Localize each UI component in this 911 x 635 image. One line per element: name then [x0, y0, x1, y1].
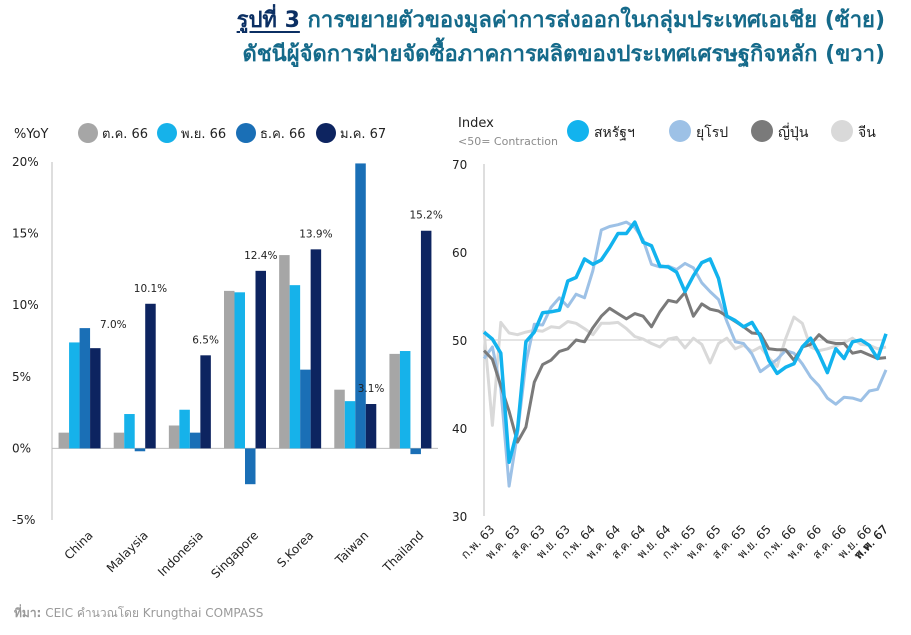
bar-legend-swatch — [157, 123, 177, 143]
bar-legend-swatch — [78, 123, 98, 143]
bar-s-korea-series-0 — [279, 255, 290, 449]
line-series-1 — [482, 220, 888, 465]
bar-category-label: Singapore — [208, 528, 261, 581]
bar-indonesia-series-3 — [200, 355, 211, 449]
bar-thailand-series-0 — [389, 353, 400, 449]
bar-taiwan-series-0 — [334, 389, 345, 449]
bar-taiwan-series-1 — [344, 401, 356, 449]
bar-thailand-series-2 — [410, 448, 421, 455]
chart-title-line-1: รูปที่ 3 การขยายตัวของมูลค่าการส่งออกในก… — [237, 6, 885, 36]
bar-legend-label: ธ.ค. 66 — [260, 127, 306, 142]
line-y-axis-label: Index — [458, 116, 494, 131]
line-y-tick-label: 50 — [452, 334, 467, 348]
bar-y-tick-label: -5% — [12, 513, 35, 527]
bar-thailand-series-3 — [420, 230, 432, 449]
source-lead: ที่มา: — [14, 606, 42, 620]
bar-legend-label: พ.ย. 66 — [181, 127, 226, 142]
bar-category-label: Taiwan — [332, 528, 371, 567]
pmi-line-chart: 30 40 50 60 70 Index <50= Contraction สหรัฐฯ ยุโ… — [452, 116, 891, 562]
line-series-2 — [482, 220, 888, 488]
chart-title-line-2: ดัชนีผู้จัดการฝ่ายจัดซื้อภาคการผลิตของปร… — [242, 42, 885, 67]
bar-s-korea-series-3 — [310, 249, 322, 449]
bar-china-series-2 — [79, 328, 91, 449]
bar-y-tick-label: 0% — [12, 441, 31, 455]
bar-category-label: Thailand — [379, 528, 426, 575]
bar-data-label: 7.0% — [100, 319, 127, 331]
line-legend-label: จีน — [858, 125, 876, 141]
bar-y-tick-label: 15% — [12, 227, 39, 241]
bar-y-tick-label: 10% — [12, 298, 39, 312]
bar-s-korea-series-2 — [300, 369, 311, 449]
bar-data-label: 6.5% — [192, 334, 219, 346]
bar-category-label: Malaysia — [104, 528, 151, 575]
bar-taiwan-series-3 — [365, 404, 377, 449]
bar-data-label: 13.9% — [299, 228, 332, 240]
line-y-axis-note: <50= Contraction — [458, 135, 558, 148]
bar-indonesia-series-2 — [189, 432, 201, 449]
line-y-tick-label: 60 — [452, 246, 467, 260]
bar-china-series-3 — [90, 348, 101, 449]
bar-legend-label: ม.ค. 67 — [340, 127, 386, 142]
bar-china-series-1 — [69, 342, 80, 449]
bar-legend-label: ต.ค. 66 — [102, 127, 148, 142]
bar-indonesia-series-0 — [168, 425, 180, 449]
line-y-tick-label: 70 — [452, 158, 467, 172]
bar-singapore-series-0 — [224, 290, 235, 449]
source-note: ที่มา: CEIC คำนวณโดย Krungthai COMPASS — [14, 604, 263, 623]
bar-y-tick-label: 5% — [12, 370, 31, 384]
line-y-tick-label: 40 — [452, 422, 467, 436]
bar-data-label: 12.4% — [244, 250, 277, 262]
bar-category-label: S.Korea — [274, 528, 316, 570]
bar-taiwan-series-2 — [355, 163, 366, 449]
bar-singapore-series-1 — [234, 292, 245, 449]
bar-singapore-series-3 — [255, 270, 266, 449]
bar-y-tick-label: 20% — [12, 155, 39, 169]
line-legend-swatch — [567, 120, 589, 142]
bar-category-label: China — [62, 528, 96, 562]
bar-y-axis-label: %YoY — [14, 127, 49, 142]
bar-malaysia-series-3 — [145, 303, 156, 449]
title-text-1: การขยายตัวของมูลค่าการส่งออกในกลุ่มประเท… — [307, 8, 885, 33]
line-legend-swatch — [831, 120, 853, 142]
bar-data-label: 10.1% — [134, 283, 167, 295]
bar-legend-swatch — [316, 123, 336, 143]
bar-malaysia-series-0 — [113, 432, 125, 449]
bar-malaysia-series-1 — [124, 414, 135, 449]
line-legend-swatch — [669, 120, 691, 142]
bar-singapore-series-2 — [245, 448, 256, 485]
line-legend-label: ยุโรป — [696, 124, 728, 141]
bar-s-korea-series-1 — [289, 285, 301, 449]
source-text: CEIC คำนวณโดย Krungthai COMPASS — [45, 606, 264, 620]
bar-data-label: 15.2% — [409, 210, 442, 222]
bar-china-series-0 — [58, 432, 70, 449]
figure-label: รูปที่ 3 — [236, 8, 300, 33]
line-legend-label: ญี่ปุ่น — [778, 123, 809, 141]
line-legend-label: สหรัฐฯ — [594, 125, 635, 141]
export-growth-bar-chart: -5% 0% 5% 10% 15% 20% %YoY ต.ค. 66 พ.ย. 66 ธ.ค. 6… — [12, 123, 443, 581]
line-y-tick-label: 30 — [452, 510, 467, 524]
bar-legend-swatch — [236, 123, 256, 143]
bar-indonesia-series-1 — [179, 409, 190, 449]
bar-malaysia-series-2 — [134, 448, 146, 452]
bar-thailand-series-1 — [399, 351, 411, 449]
bar-data-label: 3.1% — [358, 383, 385, 395]
bar-category-label: Indonesia — [155, 528, 206, 579]
line-legend-swatch — [751, 120, 773, 142]
